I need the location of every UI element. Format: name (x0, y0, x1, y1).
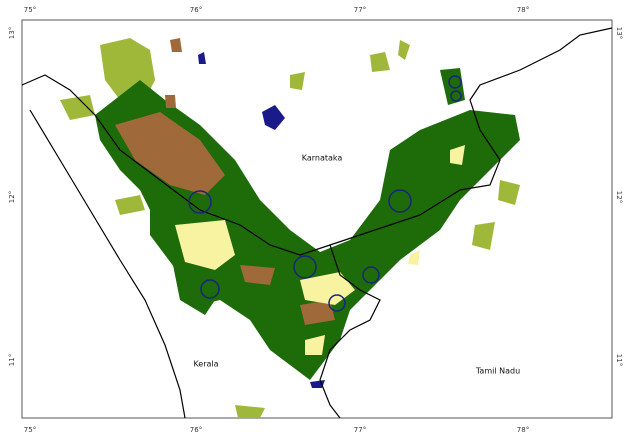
grassland-shape (450, 145, 465, 165)
survey-site-shape (328, 294, 346, 312)
graticule-labels: 75° 76° 77° 78° 75° 76° 77° 78° 13° 12° … (8, 6, 623, 434)
degraded-forest (115, 38, 335, 325)
grassland (175, 145, 465, 355)
latitude-label: 11° (8, 354, 16, 366)
latitude-label: 12° (615, 191, 623, 203)
boundary-shape (29, 109, 186, 419)
region-label: Tamil Nadu (475, 367, 520, 376)
survey-site-shape (362, 266, 380, 284)
longitude-label: 78° (517, 426, 529, 434)
light-forest-shape (235, 405, 265, 418)
longitude-label: 77° (354, 426, 366, 434)
grassland-shape (305, 335, 325, 355)
longitude-label: 76° (190, 6, 202, 14)
grassland-shape (175, 220, 235, 270)
longitude-label: 75° (24, 6, 36, 14)
boundary-shape (319, 244, 381, 419)
longitude-label: 77° (354, 6, 366, 14)
survey-site-shape (188, 190, 212, 214)
survey-site-shape (388, 189, 412, 213)
water-body (198, 52, 325, 388)
degraded-forest-shape (170, 38, 182, 52)
longitude-label: 75° (24, 426, 36, 434)
light-forest-shape (398, 40, 410, 60)
degraded-forest-shape (115, 112, 225, 195)
region-label: Kerala (193, 360, 218, 369)
longitude-label: 76° (190, 426, 202, 434)
degraded-forest-shape (240, 265, 275, 285)
grassland-shape (408, 250, 420, 265)
survey-site-shape (448, 75, 462, 89)
light-forest-shape (60, 95, 95, 120)
latitude-label: 13° (615, 27, 623, 39)
water-body-shape (262, 105, 285, 130)
survey-site-shape (293, 255, 317, 279)
latitude-label: 11° (615, 354, 623, 366)
longitude-label: 78° (517, 6, 529, 14)
dense-forest-shape (170, 250, 215, 315)
survey-site-shape (200, 279, 220, 299)
survey-site-shape (450, 90, 462, 102)
survey-site (188, 75, 462, 312)
light-forest-shape (472, 222, 495, 250)
latitude-label: 13° (8, 27, 16, 39)
light-forest-shape (290, 72, 305, 90)
light-forest-shape (370, 52, 390, 72)
boundary-shape (21, 27, 613, 256)
boundary (21, 27, 613, 419)
degraded-forest-shape (300, 300, 335, 325)
light-forest-shape (498, 180, 520, 205)
water-body-shape (198, 52, 206, 64)
degraded-forest-shape (165, 95, 176, 108)
region-label: Karnataka (302, 154, 343, 163)
latitude-label: 12° (8, 191, 16, 203)
light-forest-shape (115, 195, 145, 215)
